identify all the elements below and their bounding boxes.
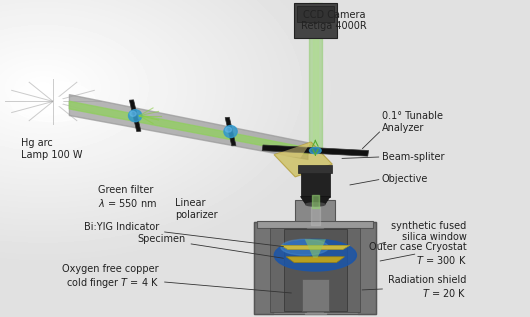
Bar <box>301 168 330 197</box>
Text: Linear
polarizer: Linear polarizer <box>175 198 217 220</box>
Text: Specimen: Specimen <box>137 234 284 258</box>
Polygon shape <box>301 197 330 204</box>
Ellipse shape <box>11 81 95 122</box>
Bar <box>258 221 373 228</box>
Bar <box>270 228 360 312</box>
Text: Bi:YIG Indicator: Bi:YIG Indicator <box>84 222 284 247</box>
Ellipse shape <box>26 89 80 114</box>
Bar <box>284 229 347 311</box>
Ellipse shape <box>275 239 356 271</box>
Polygon shape <box>281 245 350 249</box>
Polygon shape <box>274 142 332 177</box>
Ellipse shape <box>225 127 232 132</box>
Bar <box>254 222 376 314</box>
Bar <box>302 279 329 311</box>
Ellipse shape <box>40 95 66 108</box>
Text: Radiation shield
$T$ = 20 K: Radiation shield $T$ = 20 K <box>362 275 466 299</box>
Polygon shape <box>305 239 326 258</box>
Bar <box>294 3 337 38</box>
Ellipse shape <box>306 203 325 206</box>
Ellipse shape <box>130 111 136 116</box>
Text: Beam-spliter: Beam-spliter <box>382 152 444 162</box>
Text: Objective: Objective <box>382 174 428 184</box>
Text: Hg arc
Lamp 100 W: Hg arc Lamp 100 W <box>21 138 83 160</box>
Polygon shape <box>129 100 141 132</box>
Ellipse shape <box>310 147 321 154</box>
Polygon shape <box>274 142 311 158</box>
Ellipse shape <box>281 239 329 255</box>
Text: Green filter
$\lambda$ = 550 nm: Green filter $\lambda$ = 550 nm <box>98 184 157 209</box>
Bar <box>298 165 332 173</box>
Text: Oxygen free copper
cold finger $T$ = 4 K: Oxygen free copper cold finger $T$ = 4 K <box>63 264 292 293</box>
Polygon shape <box>225 117 236 146</box>
Bar <box>297 6 334 22</box>
Text: Outer case Cryostat
$T$ = 300 K: Outer case Cryostat $T$ = 300 K <box>369 242 466 266</box>
Text: synthetic fused
silica window: synthetic fused silica window <box>379 221 466 244</box>
Polygon shape <box>262 145 368 156</box>
Ellipse shape <box>129 110 142 122</box>
Text: CCD Camera
Retiga 4000R: CCD Camera Retiga 4000R <box>301 10 367 31</box>
Polygon shape <box>286 257 345 262</box>
Bar <box>295 200 335 225</box>
Ellipse shape <box>224 126 237 138</box>
Text: 0.1° Tunable
Analyzer: 0.1° Tunable Analyzer <box>382 111 443 133</box>
